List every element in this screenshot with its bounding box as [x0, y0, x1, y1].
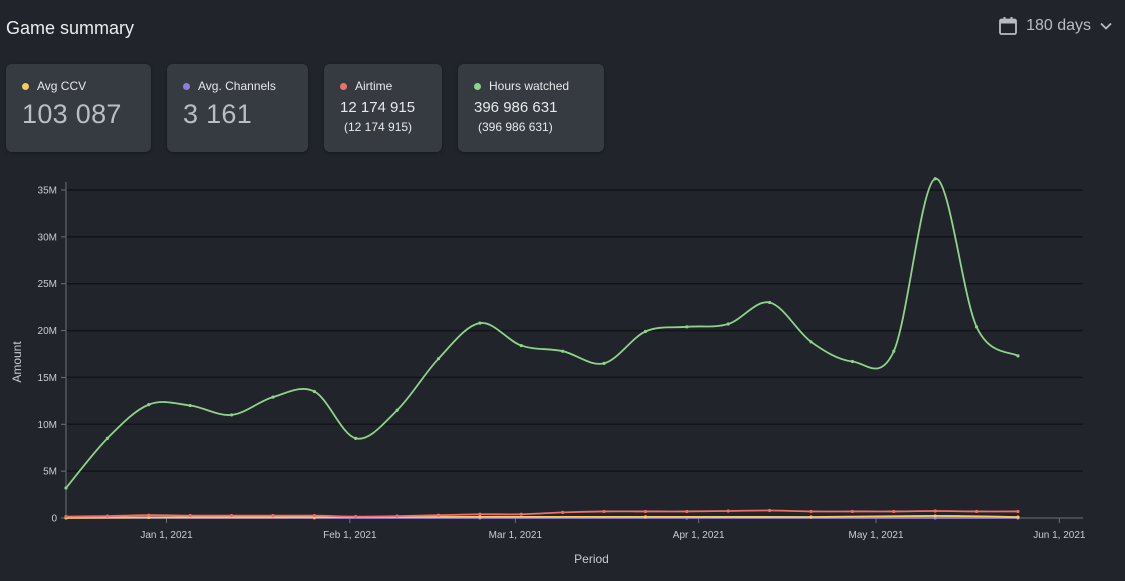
- data-point-airtime: [685, 509, 689, 514]
- y-tick-label: 20M: [38, 326, 57, 337]
- x-tick-label: May 1, 2021: [849, 530, 904, 541]
- data-point-hours-watched: [726, 322, 730, 326]
- y-axis-title: Amount: [10, 341, 24, 383]
- stat-subvalue: (12 174 915): [344, 120, 413, 134]
- stat-subvalue: (396 986 631): [478, 120, 553, 134]
- x-axis-title: Period: [574, 552, 609, 566]
- data-point-avg-ccv: [643, 515, 648, 519]
- stat-card-avg-channels: Avg. Channels 3 161: [167, 64, 308, 152]
- y-tick-label: 30M: [38, 232, 57, 243]
- data-point-airtime: [105, 514, 109, 518]
- data-point-hours-watched: [395, 408, 399, 412]
- data-point-hours-watched: [271, 395, 275, 399]
- data-point-avg-ccv: [933, 514, 937, 518]
- data-point-airtime: [519, 512, 523, 516]
- data-point-hours-watched: [561, 349, 565, 353]
- stat-value: 103 087: [22, 99, 122, 129]
- stat-card-hours-watched: Hours watched 396 986 631 (396 986 631): [458, 64, 604, 152]
- stat-label: Avg. Channels: [198, 79, 276, 93]
- avg-ccv-legend-dot: [22, 82, 29, 90]
- date-range-selector[interactable]: 180 days: [998, 16, 1113, 36]
- stat-label: Avg CCV: [37, 79, 87, 93]
- data-point-hours-watched: [933, 177, 937, 181]
- data-point-hours-watched: [768, 300, 772, 305]
- data-point-airtime: [229, 514, 234, 518]
- data-point-airtime: [436, 513, 441, 517]
- stat-value: 396 986 631: [474, 99, 558, 116]
- data-point-hours-watched: [478, 321, 482, 325]
- data-point-airtime: [809, 509, 813, 514]
- stat-card-avg-ccv: Avg CCV 103 087: [6, 64, 151, 152]
- y-tick-label: 5M: [43, 467, 57, 478]
- y-tick-label: 35M: [38, 186, 57, 197]
- data-point-hours-watched: [147, 403, 151, 407]
- data-point-avg-ccv: [478, 515, 482, 519]
- data-point-airtime: [64, 514, 68, 519]
- data-point-airtime: [188, 514, 192, 518]
- stat-value: 12 174 915: [340, 99, 416, 116]
- data-point-airtime: [561, 510, 565, 514]
- airtime-legend-dot: [340, 82, 347, 90]
- data-point-airtime: [354, 514, 358, 519]
- series-line-airtime: [65, 509, 1018, 518]
- data-point-avg-ccv: [809, 515, 813, 519]
- data-point-airtime: [395, 514, 399, 518]
- line-chart: 0 5M 10M 15M 20M 25M 30M 35M Jan 1, 2021 Feb 1, 2…: [10, 177, 1086, 566]
- date-range-label: 180 days: [1026, 17, 1091, 34]
- page-title: Game summary: [6, 18, 135, 38]
- data-point-hours-watched: [685, 325, 689, 329]
- data-point-airtime: [312, 514, 316, 518]
- data-point-airtime: [850, 509, 855, 514]
- data-point-avg-ccv: [1016, 515, 1020, 519]
- data-point-airtime: [933, 509, 937, 513]
- data-point-hours-watched: [850, 359, 855, 364]
- x-tick-label: Feb 1, 2021: [323, 530, 377, 541]
- data-point-airtime: [1016, 509, 1020, 514]
- data-point-airtime: [147, 513, 151, 517]
- chevron-down-icon: [1099, 19, 1113, 33]
- data-point-airtime: [892, 509, 896, 514]
- y-tick-label: 15M: [38, 373, 57, 384]
- x-tick-label: Jun 1, 2021: [1033, 530, 1086, 541]
- stat-label: Airtime: [355, 79, 393, 93]
- y-tick-label: 25M: [38, 279, 57, 290]
- data-point-hours-watched: [354, 436, 358, 440]
- stat-label: Hours watched: [489, 79, 570, 93]
- data-point-airtime: [768, 508, 772, 513]
- series-line-hours-watched: [65, 177, 1019, 489]
- data-point-airtime: [602, 509, 606, 514]
- data-point-airtime: [726, 509, 730, 513]
- series-line-avg-ccv: [65, 515, 1018, 519]
- data-point-hours-watched: [64, 486, 68, 490]
- calendar-icon: [998, 16, 1018, 36]
- data-point-hours-watched: [643, 329, 648, 334]
- data-point-airtime: [478, 512, 482, 516]
- y-tick-label: 0: [51, 514, 57, 525]
- data-point-hours-watched: [105, 436, 109, 440]
- data-point-airtime: [271, 514, 275, 518]
- data-point-hours-watched: [892, 349, 896, 353]
- data-point-hours-watched: [602, 361, 606, 365]
- data-point-hours-watched: [519, 343, 523, 348]
- y-tick-label: 10M: [38, 420, 57, 431]
- data-point-hours-watched: [229, 413, 234, 417]
- data-point-hours-watched: [1016, 354, 1020, 358]
- data-point-hours-watched: [312, 389, 316, 394]
- data-point-hours-watched: [436, 357, 441, 361]
- x-tick-label: Mar 1, 2021: [489, 530, 543, 541]
- x-tick-label: Jan 1, 2021: [140, 530, 193, 541]
- hours-watched-legend-dot: [474, 82, 481, 90]
- data-point-airtime: [643, 509, 648, 514]
- x-tick-label: Apr 1, 2021: [673, 530, 725, 541]
- data-point-hours-watched: [809, 340, 813, 344]
- stat-value: 3 161: [183, 99, 253, 129]
- data-point-hours-watched: [974, 325, 979, 329]
- data-point-airtime: [974, 509, 979, 514]
- stat-card-airtime: Airtime 12 174 915 (12 174 915): [324, 64, 442, 152]
- data-point-hours-watched: [188, 403, 192, 408]
- avg-channels-legend-dot: [183, 82, 190, 90]
